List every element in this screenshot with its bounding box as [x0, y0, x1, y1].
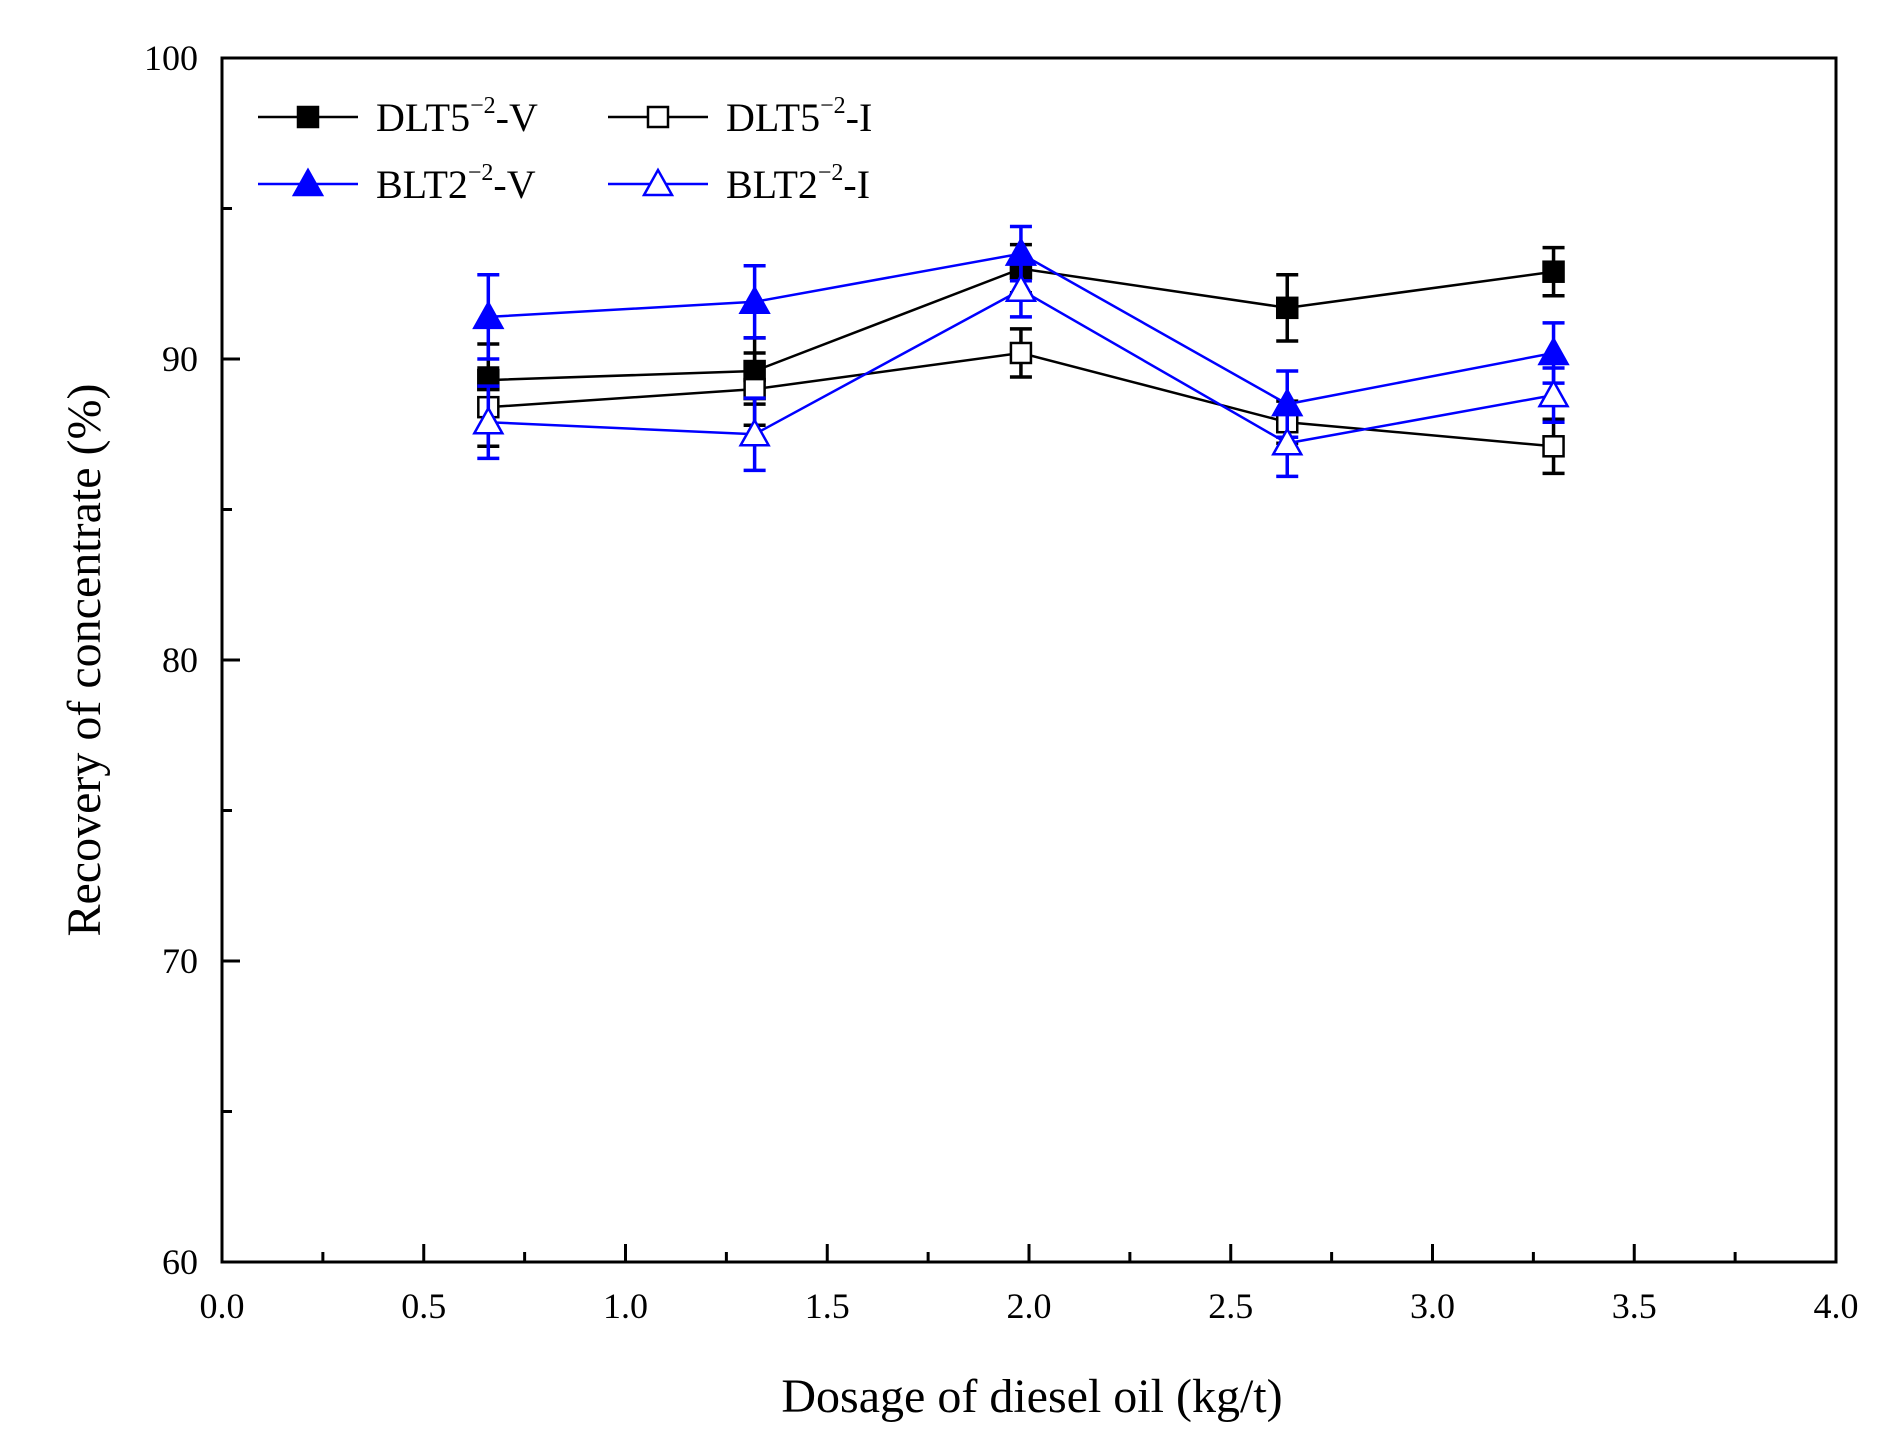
data-point [738, 285, 771, 315]
legend-label: DLT5−2-I [726, 93, 872, 140]
x-tick-label: 3.5 [1612, 1286, 1657, 1326]
data-point [1009, 341, 1033, 365]
x-tick-label: 4.0 [1814, 1286, 1859, 1326]
plot-frame [220, 56, 1838, 1264]
x-tick-label: 0.0 [200, 1286, 245, 1326]
legend-item-blt2-v: BLT2−2-V [258, 160, 536, 207]
x-tick-label: 2.5 [1208, 1286, 1253, 1326]
data-point [1542, 435, 1565, 458]
legend-marker [646, 105, 670, 129]
legend-label: DLT5−2-V [376, 93, 538, 140]
legend-label: BLT2−2-V [376, 160, 536, 207]
y-tick-label: 80 [162, 640, 198, 680]
y-tick-label: 100 [144, 38, 198, 78]
x-tick-label: 2.0 [1007, 1286, 1052, 1326]
legend-label: BLT2−2-I [726, 160, 870, 207]
axes: 0.0 0.5 1.0 1.5 2.0 2.5 3.0 3.5 4.0 60 70 80 90 100 [144, 38, 1859, 1326]
legend-item-blt2-i: BLT2−2-I [608, 160, 870, 207]
x-tick-label: 3.0 [1410, 1286, 1455, 1326]
plot-area [472, 224, 1570, 479]
x-axis-title: Dosage of diesel oil (kg/t) [781, 1370, 1282, 1423]
x-tick-label: 1.5 [805, 1286, 850, 1326]
legend-marker [641, 167, 675, 197]
data-point [743, 377, 766, 401]
legend: DLT5−2-V DLT5−2-I BLT2−2-V BLT2−2-I [258, 93, 872, 207]
series-blt2-i [472, 260, 1570, 479]
legend-marker [296, 105, 320, 129]
data-point [1537, 378, 1570, 408]
data-point [472, 405, 505, 435]
data-point [1271, 426, 1304, 456]
data-point [738, 417, 771, 447]
legend-item-dlt5-i: DLT5−2-I [608, 93, 872, 140]
y-axis-title: Recovery of concentrate (%) [58, 383, 111, 936]
x-tick-label: 1.0 [603, 1286, 648, 1326]
data-point [1275, 296, 1299, 320]
series-dlt5-i [477, 327, 1565, 476]
y-tick-label: 70 [162, 941, 198, 981]
data-point [1542, 260, 1565, 283]
data-point [472, 300, 505, 330]
y-tick-label: 60 [162, 1242, 198, 1282]
data-point [1004, 273, 1038, 303]
y-tick-label: 90 [162, 339, 198, 379]
legend-marker [291, 167, 325, 197]
legend-item-dlt5-v: DLT5−2-V [258, 93, 538, 140]
x-tick-label: 0.5 [401, 1286, 446, 1326]
data-point [1537, 336, 1570, 366]
